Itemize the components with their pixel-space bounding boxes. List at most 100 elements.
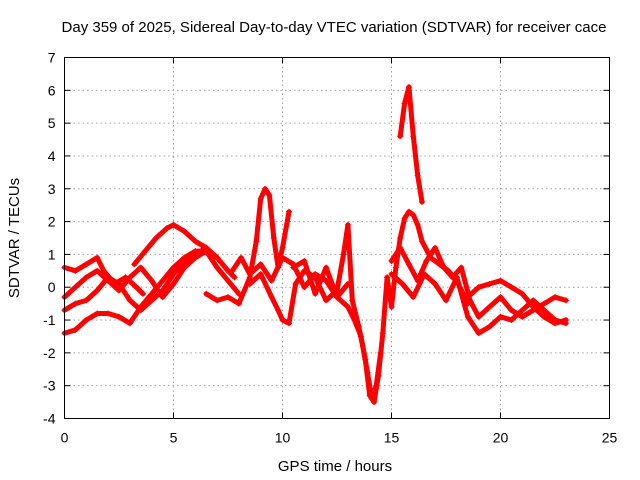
data-point: [83, 317, 90, 324]
data-point: [419, 238, 426, 245]
data-point: [246, 280, 253, 287]
plot-frame: [64, 57, 610, 419]
data-point: [290, 264, 297, 271]
data-point: [262, 185, 269, 192]
data-point: [126, 320, 133, 327]
data-point: [475, 313, 482, 320]
data-point: [508, 284, 515, 291]
data-point: [410, 212, 417, 219]
data-point: [192, 238, 199, 245]
series-trace: [389, 271, 569, 336]
y-tick-label: -1: [43, 312, 56, 328]
series-layer: [61, 84, 569, 406]
data-point: [257, 271, 264, 278]
data-point: [440, 264, 447, 271]
data-point: [388, 303, 395, 310]
data-point: [131, 261, 138, 268]
data-point: [270, 235, 277, 241]
data-point: [401, 100, 408, 107]
data-point: [432, 280, 439, 287]
data-point: [562, 317, 569, 324]
data-point: [105, 310, 112, 317]
x-tick-label: 0: [61, 430, 69, 446]
data-point: [443, 297, 449, 304]
data-point: [181, 264, 188, 271]
data-point: [301, 284, 308, 291]
data-point: [148, 290, 155, 297]
data-point: [464, 313, 471, 320]
data-point: [159, 277, 166, 284]
data-point: [116, 280, 122, 287]
data-point: [323, 264, 330, 271]
grid: [64, 57, 610, 419]
series-track-e: [131, 221, 238, 281]
data-point: [323, 277, 330, 284]
data-point: [399, 280, 406, 287]
data-point: [541, 313, 548, 320]
y-tick-label: 3: [48, 181, 56, 197]
data-point: [72, 267, 79, 274]
x-tick-label: 25: [602, 430, 618, 446]
data-point: [541, 300, 548, 307]
y-tick-label: 2: [48, 214, 56, 230]
data-point: [357, 333, 364, 340]
data-point: [153, 235, 160, 241]
data-point: [432, 244, 439, 251]
data-point: [475, 330, 482, 337]
data-point: [458, 264, 465, 271]
data-point: [231, 274, 238, 281]
data-point: [94, 267, 101, 274]
data-point: [552, 320, 558, 327]
data-point: [137, 264, 144, 271]
data-point: [181, 228, 188, 235]
data-point: [279, 254, 286, 261]
data-point: [148, 277, 155, 284]
data-point: [351, 317, 358, 324]
data-point: [349, 297, 356, 304]
y-tick-label: -2: [43, 345, 56, 361]
series-trace: [229, 255, 351, 300]
data-point: [405, 261, 412, 268]
data-point: [392, 264, 399, 271]
data-point: [94, 287, 101, 294]
data-point: [268, 277, 275, 284]
x-tick-label: 20: [493, 430, 509, 446]
data-point: [170, 264, 177, 271]
data-point: [377, 349, 384, 356]
data-point: [257, 261, 264, 268]
data-point: [519, 307, 526, 314]
data-point: [148, 297, 155, 304]
data-point: [266, 192, 273, 199]
data-point: [508, 317, 515, 324]
data-point: [508, 307, 515, 314]
data-point: [397, 235, 404, 241]
data-point: [275, 307, 282, 314]
data-point: [410, 294, 417, 301]
data-point: [405, 84, 412, 91]
data-point: [214, 254, 221, 261]
data-point: [94, 254, 101, 261]
data-point: [344, 221, 351, 228]
data-point: [94, 310, 101, 317]
data-point: [279, 244, 286, 251]
data-point: [519, 290, 526, 297]
data-point: [312, 274, 319, 281]
data-point: [486, 280, 493, 287]
data-point: [286, 320, 293, 327]
data-point: [229, 267, 236, 274]
data-point: [163, 225, 170, 232]
data-point: [72, 326, 79, 333]
data-point: [279, 317, 286, 324]
data-point: [486, 303, 493, 310]
x-tick-label: 5: [170, 430, 178, 446]
data-point: [214, 297, 221, 304]
y-tick-label: 4: [48, 148, 56, 164]
data-point: [384, 274, 391, 281]
data-point: [100, 267, 107, 274]
data-point: [388, 271, 395, 278]
data-point: [238, 254, 245, 261]
data-point: [344, 303, 351, 310]
data-point: [340, 251, 347, 258]
data-point: [286, 208, 293, 215]
